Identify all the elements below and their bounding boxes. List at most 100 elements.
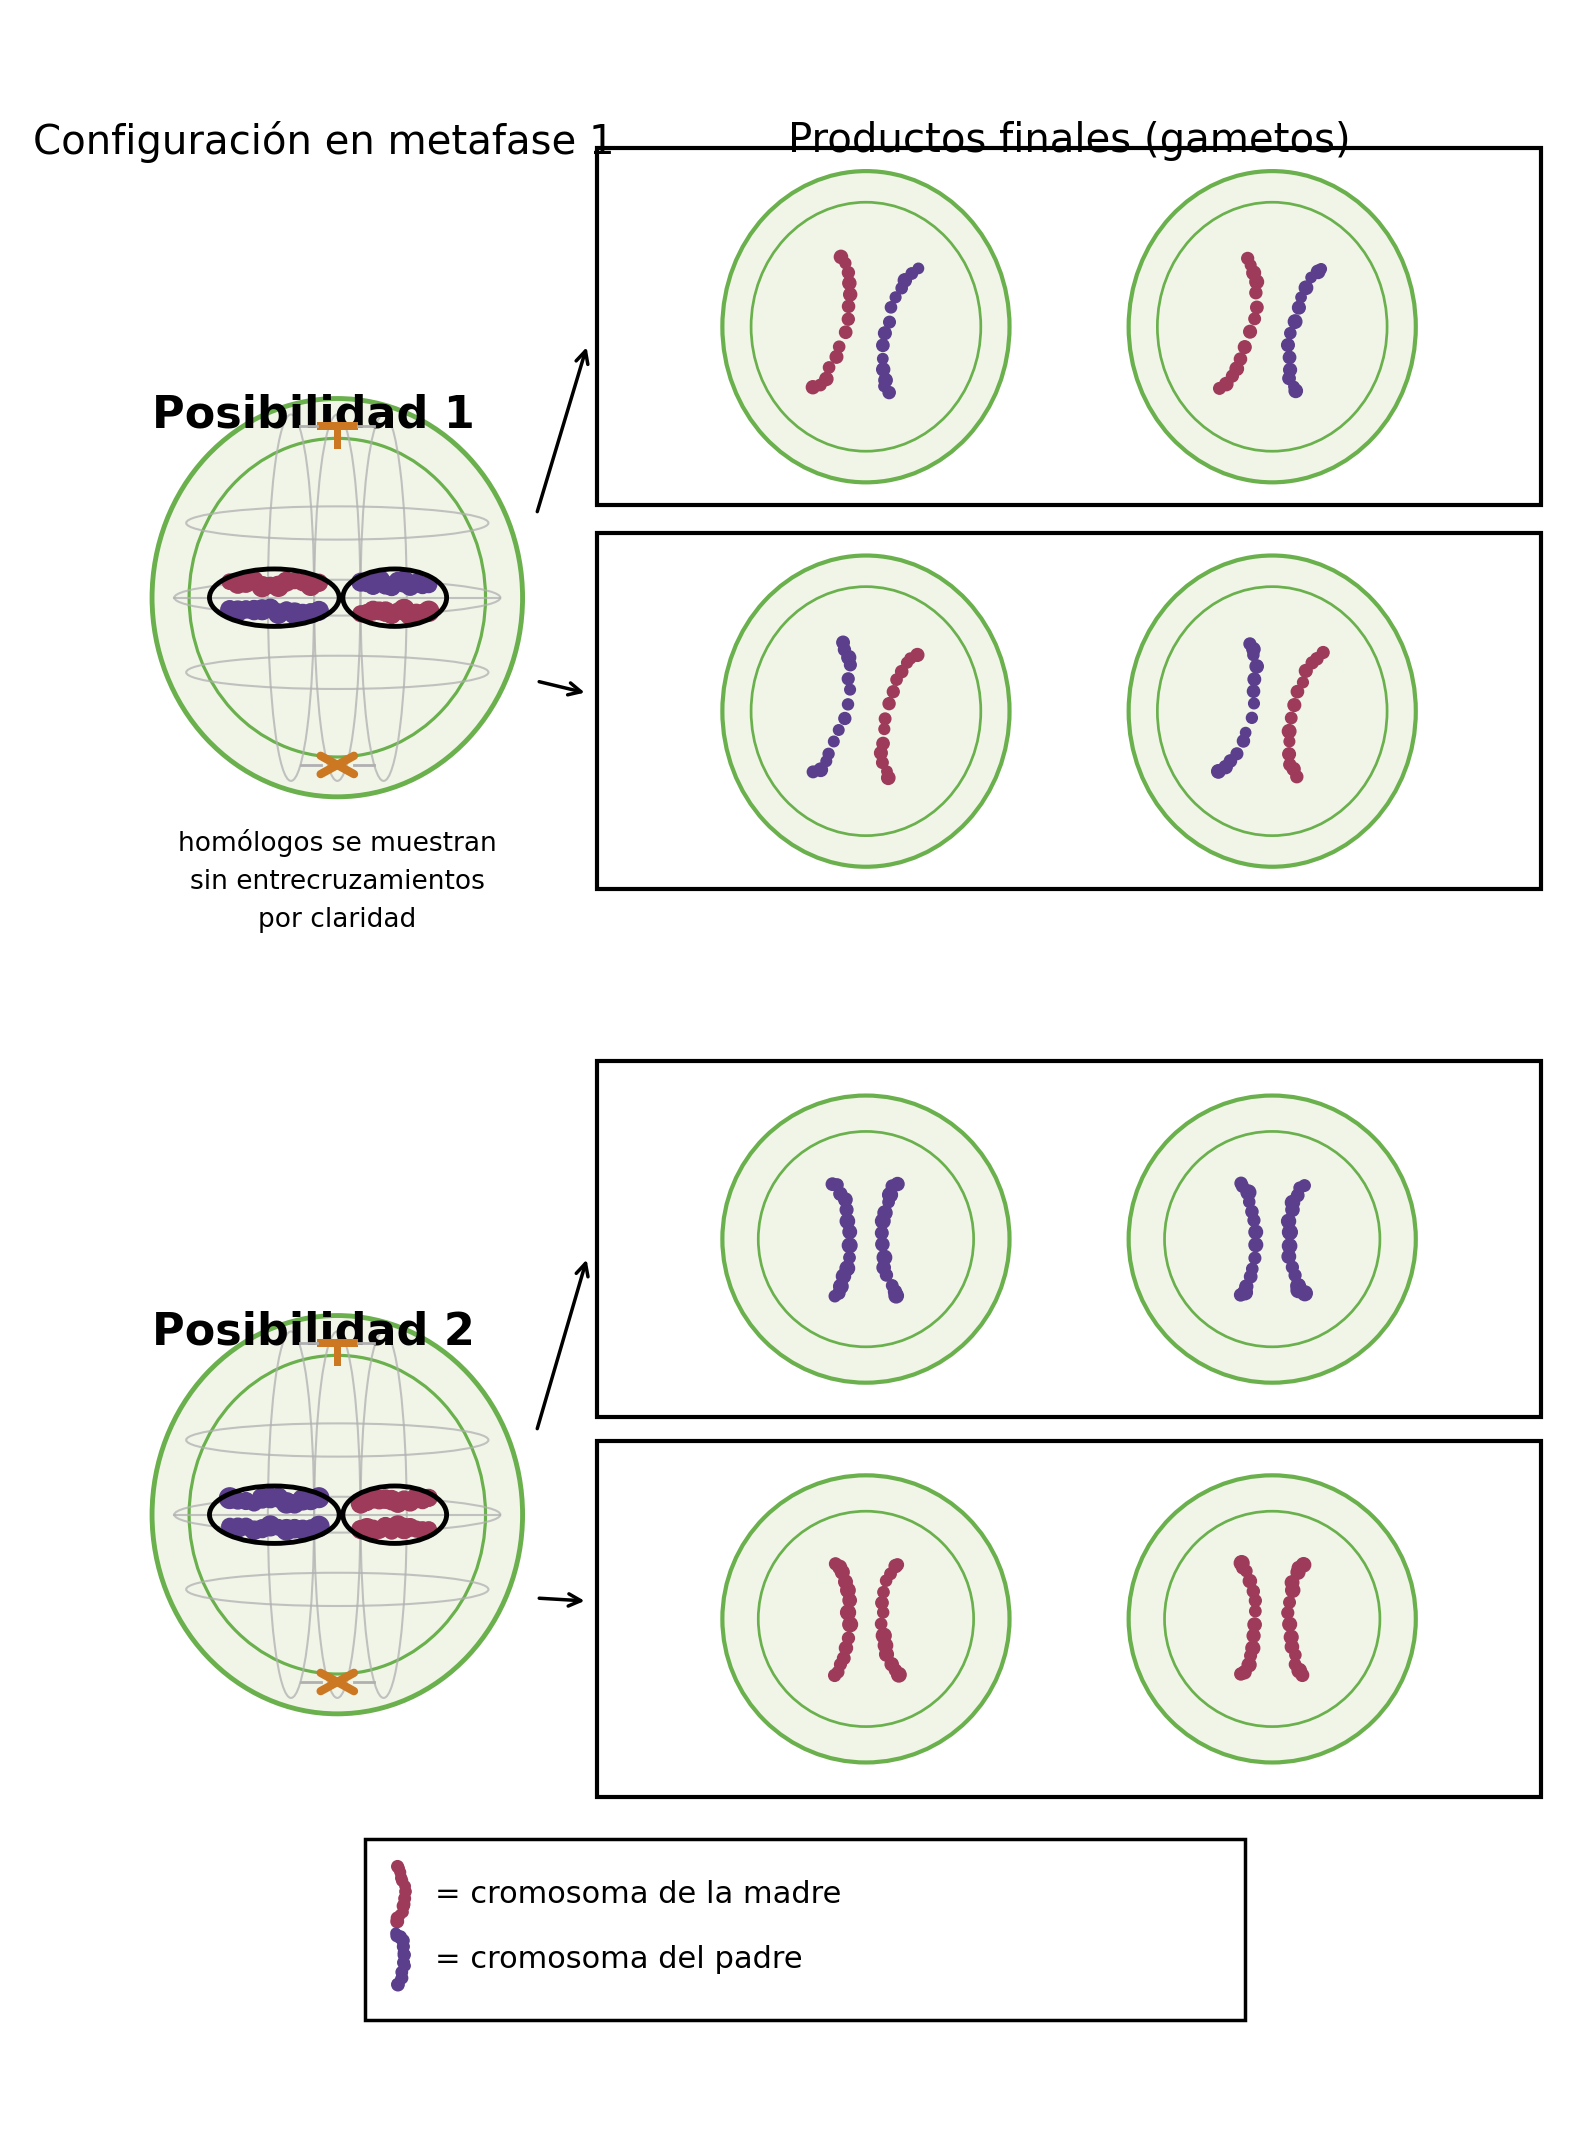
Circle shape <box>311 574 327 591</box>
Circle shape <box>1235 353 1246 364</box>
Circle shape <box>278 572 295 591</box>
Circle shape <box>889 1664 902 1675</box>
Circle shape <box>807 767 820 778</box>
Circle shape <box>842 1238 857 1253</box>
Circle shape <box>1293 302 1306 315</box>
Circle shape <box>880 373 892 388</box>
Circle shape <box>1288 1270 1301 1281</box>
Circle shape <box>376 576 395 593</box>
Circle shape <box>1282 1215 1295 1227</box>
Circle shape <box>396 1874 407 1887</box>
Circle shape <box>1219 760 1232 773</box>
Circle shape <box>878 328 891 341</box>
Circle shape <box>376 1491 395 1508</box>
Circle shape <box>1292 1566 1304 1579</box>
Circle shape <box>388 1493 407 1512</box>
Circle shape <box>821 756 832 767</box>
Circle shape <box>845 660 856 670</box>
Circle shape <box>878 353 887 364</box>
Bar <box>333 1347 341 1367</box>
Circle shape <box>1247 649 1258 660</box>
Circle shape <box>1292 771 1303 782</box>
Circle shape <box>1284 351 1296 364</box>
Circle shape <box>357 1519 377 1538</box>
Circle shape <box>881 771 895 784</box>
Circle shape <box>1284 737 1295 748</box>
Circle shape <box>295 574 311 591</box>
Circle shape <box>270 1519 286 1536</box>
Circle shape <box>831 351 843 364</box>
Circle shape <box>363 602 382 619</box>
Circle shape <box>884 1568 897 1579</box>
Circle shape <box>294 1521 313 1538</box>
Circle shape <box>396 1973 407 1983</box>
Circle shape <box>1249 313 1260 326</box>
Circle shape <box>880 713 891 724</box>
Circle shape <box>1251 660 1263 673</box>
Circle shape <box>840 1204 853 1217</box>
Circle shape <box>1292 1189 1304 1202</box>
Circle shape <box>309 1489 328 1508</box>
Circle shape <box>399 1894 411 1904</box>
Circle shape <box>905 653 916 664</box>
Circle shape <box>1235 1178 1247 1189</box>
Circle shape <box>398 1958 409 1968</box>
Circle shape <box>1241 253 1254 263</box>
Circle shape <box>382 606 401 623</box>
Circle shape <box>1285 1583 1300 1598</box>
Circle shape <box>832 1666 843 1677</box>
Text: Configuración en metafase 1: Configuración en metafase 1 <box>33 120 614 163</box>
Circle shape <box>363 1489 384 1508</box>
Circle shape <box>878 1639 892 1654</box>
Circle shape <box>223 574 237 589</box>
Circle shape <box>1296 291 1306 302</box>
Bar <box>365 1838 1246 2020</box>
Circle shape <box>1284 758 1296 771</box>
Circle shape <box>835 1566 850 1579</box>
Circle shape <box>396 1872 407 1883</box>
Circle shape <box>309 1517 328 1536</box>
Circle shape <box>352 1495 369 1512</box>
Circle shape <box>1243 1574 1257 1587</box>
Circle shape <box>286 1495 303 1512</box>
Circle shape <box>1230 362 1243 375</box>
Circle shape <box>1296 1557 1311 1572</box>
Circle shape <box>878 1251 892 1264</box>
Circle shape <box>1246 259 1255 270</box>
Text: Posibilidad 1: Posibilidad 1 <box>152 394 475 437</box>
Circle shape <box>829 737 838 748</box>
Circle shape <box>1214 383 1225 394</box>
Circle shape <box>401 1519 418 1536</box>
Circle shape <box>398 1949 411 1960</box>
Circle shape <box>302 1491 321 1510</box>
Circle shape <box>838 713 851 724</box>
Circle shape <box>1282 724 1296 739</box>
Circle shape <box>889 1285 902 1298</box>
Text: Productos finales (gametos): Productos finales (gametos) <box>788 120 1350 161</box>
Circle shape <box>253 1521 272 1538</box>
Circle shape <box>834 1279 848 1294</box>
Circle shape <box>1241 1566 1252 1577</box>
Circle shape <box>1315 263 1326 274</box>
Circle shape <box>875 1227 887 1240</box>
Circle shape <box>1306 658 1318 668</box>
Circle shape <box>838 1574 853 1589</box>
Circle shape <box>229 1519 248 1538</box>
Circle shape <box>1236 1562 1247 1574</box>
Circle shape <box>1300 281 1312 293</box>
Circle shape <box>238 1519 254 1536</box>
Circle shape <box>237 1493 254 1510</box>
Circle shape <box>393 1864 404 1874</box>
Circle shape <box>1295 1182 1306 1193</box>
Circle shape <box>237 602 254 617</box>
Text: homólogos se muestran
sin entrecruzamientos
por claridad: homólogos se muestran sin entrecruzamien… <box>178 829 497 934</box>
Circle shape <box>906 268 917 278</box>
Circle shape <box>875 748 887 758</box>
Circle shape <box>1227 371 1238 381</box>
Circle shape <box>237 574 254 591</box>
Circle shape <box>843 1225 856 1238</box>
Circle shape <box>1306 272 1317 283</box>
Circle shape <box>1300 1180 1311 1191</box>
Circle shape <box>722 1095 1009 1384</box>
Circle shape <box>889 1559 902 1572</box>
